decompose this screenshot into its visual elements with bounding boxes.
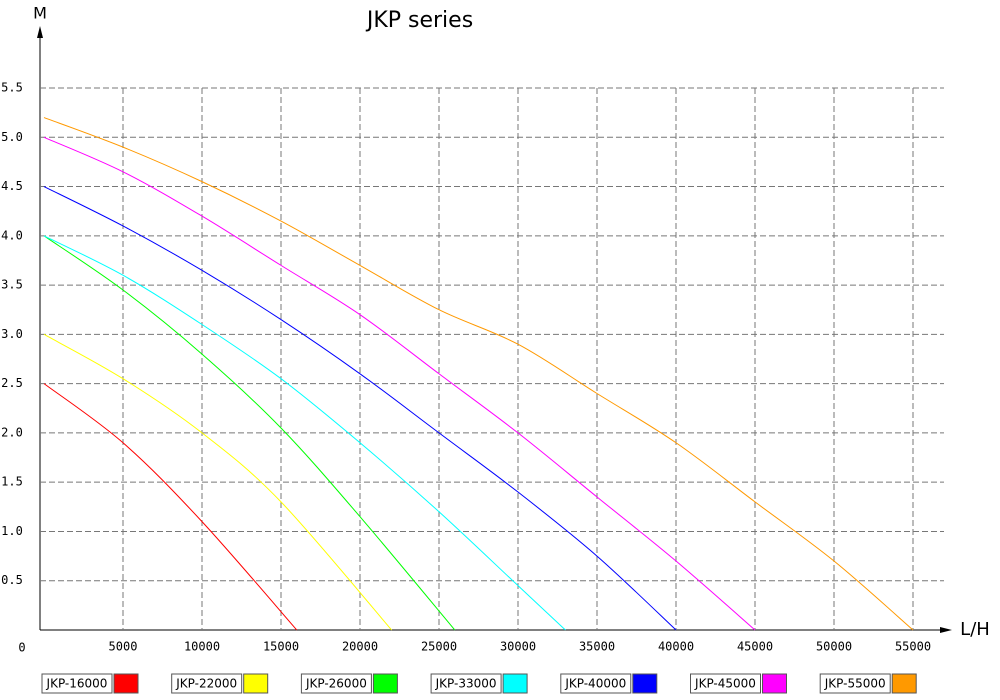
legend-box <box>560 673 632 694</box>
chart-title: JKP series <box>365 8 473 33</box>
y-tick-label: 2.5 <box>1 376 23 390</box>
x-tick-label: 10000 <box>184 640 220 654</box>
y-tick-label: 0.5 <box>1 573 23 587</box>
legend-label: JKP-16000 <box>46 677 108 691</box>
legend-swatch <box>243 673 269 694</box>
y-axis-arrow <box>37 26 43 38</box>
curve <box>43 333 392 631</box>
legend-swatch <box>113 673 139 694</box>
x-tick-label: 40000 <box>658 640 694 654</box>
curve <box>43 117 914 631</box>
y-tick-label: 4.5 <box>1 179 23 193</box>
x-tick-label: 20000 <box>342 640 378 654</box>
legend-box <box>690 673 761 694</box>
x-axis-label: L/H <box>960 619 990 640</box>
legend-box <box>300 673 372 694</box>
y-axis-label: M <box>33 4 47 23</box>
legend-swatch <box>372 673 398 694</box>
legend-box <box>819 673 891 694</box>
legend-label: JKP-40000 <box>564 677 626 691</box>
curve <box>43 383 298 631</box>
legend-label: JKP-33000 <box>435 677 497 691</box>
y-tick-label: 0 <box>18 641 25 655</box>
x-tick-label: 50000 <box>816 640 852 654</box>
y-tick-label: 1.5 <box>1 475 23 489</box>
x-tick-label: 15000 <box>263 640 299 654</box>
y-tick-label: 3.5 <box>1 278 23 292</box>
y-tick-label: 4.0 <box>1 228 23 242</box>
legend-label: JKP-45000 <box>694 677 756 691</box>
x-tick-label: 30000 <box>500 640 536 654</box>
x-tick-label: 35000 <box>579 640 615 654</box>
y-tick-label: 5.0 <box>1 130 23 144</box>
x-tick-label: 5000 <box>109 640 138 654</box>
y-tick-label: 5.5 <box>1 81 23 95</box>
legend-box <box>41 673 113 694</box>
legend-label: JKP-26000 <box>305 677 367 691</box>
legend-box <box>430 673 502 694</box>
y-tick-label: 1.0 <box>1 524 23 538</box>
curve <box>43 186 677 631</box>
legend-swatch <box>632 673 658 694</box>
curve <box>43 235 456 631</box>
curve <box>43 136 756 631</box>
y-tick-label: 3.0 <box>1 327 23 341</box>
legend-swatch <box>762 673 787 694</box>
legend-box <box>171 673 243 694</box>
x-tick-label: 25000 <box>421 640 457 654</box>
legend-swatch <box>891 673 917 694</box>
y-tick-label: 2.0 <box>1 425 23 439</box>
legend-swatch <box>502 673 528 694</box>
curve <box>43 235 566 631</box>
x-axis-arrow <box>940 627 952 633</box>
legend-label: JKP-55000 <box>824 677 886 691</box>
legend-label: JKP-22000 <box>175 677 237 691</box>
x-tick-label: 55000 <box>895 640 931 654</box>
x-tick-label: 45000 <box>737 640 773 654</box>
